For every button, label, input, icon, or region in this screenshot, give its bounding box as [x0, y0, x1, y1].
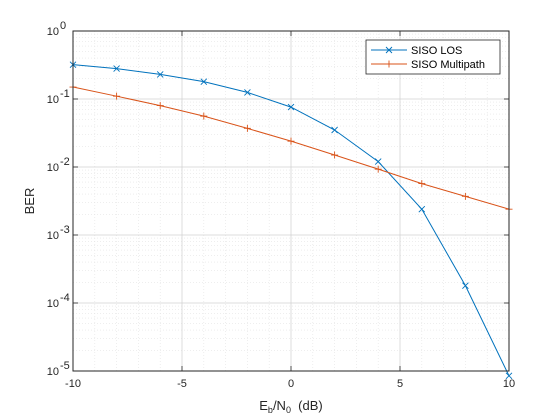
- legend[interactable]: SISO LOS SISO Multipath: [365, 39, 501, 75]
- legend-item: SISO LOS: [371, 45, 462, 57]
- plot-frame: [72, 30, 510, 372]
- legend-plus-marker: [385, 60, 393, 68]
- data-point-plus-marker: [418, 180, 426, 188]
- y-tick-label-exponent: -2: [60, 156, 70, 168]
- data-point-x-marker: [374, 158, 382, 165]
- series-siso-multipath: [69, 83, 513, 213]
- y-tick-label-exponent: -4: [60, 292, 70, 304]
- x-axis-label: Eb/N0 (dB): [259, 398, 323, 415]
- x-tick-labels: -10 -5 0 5 10: [65, 378, 515, 390]
- x-axis-label-sub2: 0: [286, 405, 291, 415]
- legend-items: SISO LOS SISO Multipath: [371, 45, 485, 71]
- legend-x-marker: [385, 46, 393, 54]
- x-tick-label: -10: [65, 378, 81, 390]
- x-axis-label-sub1: b: [268, 405, 273, 415]
- data-point-x-marker: [200, 78, 208, 85]
- y-tick-label-exponent: -5: [60, 360, 70, 372]
- legend-item: SISO Multipath: [371, 59, 485, 71]
- y-tick-label-base: 10: [47, 366, 59, 378]
- data-point-plus-marker: [374, 165, 382, 173]
- legend-label: SISO Multipath: [411, 59, 485, 71]
- data-point-x-marker: [244, 89, 251, 96]
- data-point-x-marker: [505, 372, 513, 380]
- data-point-x-marker: [418, 205, 426, 213]
- y-tick-label-base: 10: [47, 298, 59, 310]
- data-point-plus-marker: [287, 137, 295, 145]
- y-tick-label-base: 10: [47, 230, 59, 242]
- y-tick-label-base: 10: [47, 162, 59, 174]
- y-tick-label: 10: [47, 94, 59, 106]
- x-axis-label-mid: /N: [273, 398, 286, 413]
- data-point-plus-marker: [200, 112, 208, 120]
- y-tick-label: 10: [47, 230, 59, 242]
- legend-box: [365, 39, 501, 75]
- y-tick-label-base: 10: [47, 94, 59, 106]
- series-siso-los: [69, 61, 513, 380]
- y-tick-label: 10: [47, 298, 59, 310]
- data-point-plus-marker: [156, 102, 164, 110]
- y-tick-label-exponent: -3: [60, 224, 70, 236]
- x-axis-label-main: E: [259, 398, 268, 413]
- x-tick-label: -5: [177, 378, 187, 390]
- data-point-x-marker: [156, 71, 164, 78]
- data-point-plus-marker: [331, 151, 339, 159]
- legend-label: SISO LOS: [411, 45, 462, 57]
- x-tick-label: 0: [288, 378, 294, 390]
- data-point-plus-marker: [113, 92, 121, 100]
- x-tick-label: 5: [397, 378, 403, 390]
- y-tick-label-base: 10: [47, 26, 59, 38]
- data-point-x-marker: [462, 282, 469, 289]
- x-tick-label: 10: [503, 378, 515, 390]
- series-layer: [69, 61, 513, 380]
- data-point-x-marker: [287, 103, 295, 111]
- y-tick-label-exponent: -1: [60, 88, 70, 100]
- y-tick-label: 10: [47, 26, 59, 38]
- data-point-plus-marker: [243, 124, 251, 132]
- y-axis-label: BER: [22, 188, 37, 215]
- x-axis-label-unit: (dB): [291, 398, 323, 413]
- y-tick-label: 10: [47, 162, 59, 174]
- y-tick-label: 10: [47, 366, 59, 378]
- y-tick-label-exponent: 0: [60, 20, 66, 32]
- data-point-x-marker: [113, 65, 120, 72]
- data-point-plus-marker: [461, 192, 469, 200]
- data-point-x-marker: [331, 126, 338, 134]
